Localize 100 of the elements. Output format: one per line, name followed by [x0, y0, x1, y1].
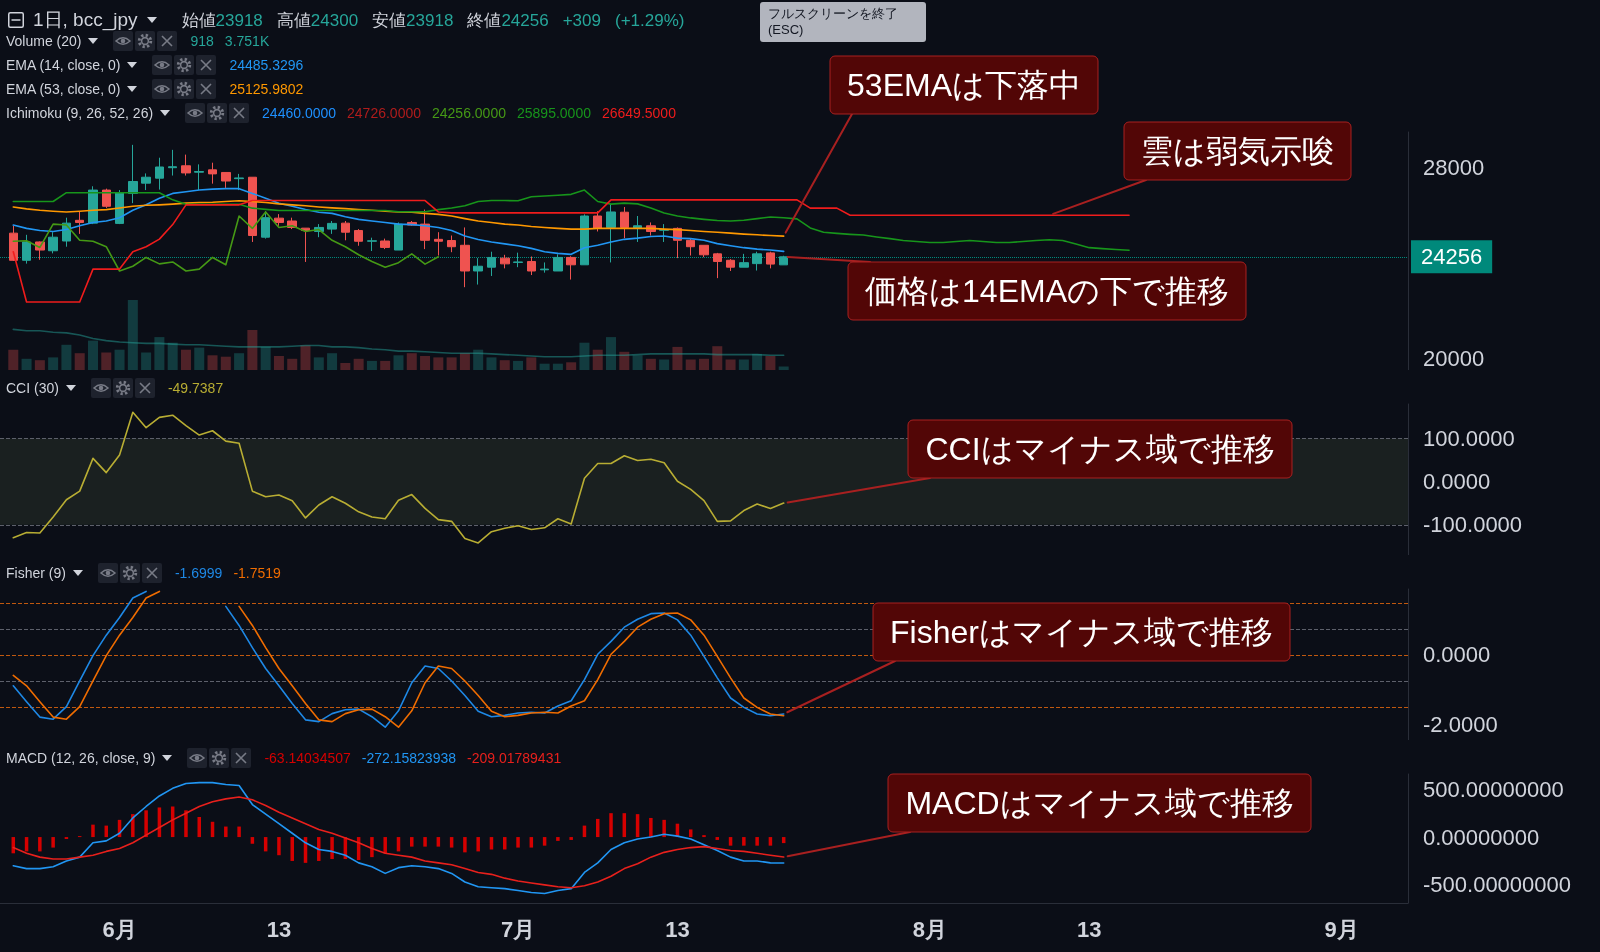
bar: [144, 810, 148, 838]
bar: [260, 346, 271, 370]
bar: [167, 342, 178, 370]
bar: [446, 357, 457, 370]
line-series: [12, 796, 785, 889]
bar: [247, 330, 258, 370]
annotation: 雲は弱気示唆: [1141, 133, 1334, 169]
text: -209.01789431: [467, 750, 562, 766]
text: -63.14034507: [264, 750, 351, 766]
bar: [516, 837, 520, 848]
candlestick: [686, 238, 695, 257]
bar: [220, 356, 231, 370]
bar: [74, 353, 85, 370]
bar: [645, 358, 656, 370]
text: Fisher (9): [6, 565, 66, 581]
y-tick-label: -100.0000: [1423, 512, 1523, 538]
bar: [87, 340, 98, 370]
candlestick: [713, 252, 722, 279]
x-tick-label: 8月: [912, 916, 947, 942]
bar: [742, 837, 746, 846]
candlestick: [434, 231, 443, 257]
bar: [48, 357, 59, 370]
bar: [410, 837, 414, 847]
line-series: [12, 781, 785, 895]
y-tick-label: 20000: [1423, 345, 1485, 371]
bar: [423, 837, 427, 847]
bar: [250, 837, 255, 844]
candlestick: [155, 157, 164, 191]
bar: [101, 352, 112, 370]
line-series: [12, 187, 785, 256]
bar: [765, 356, 776, 370]
text: フルスクリーンを終了 (ESC): [760, 2, 926, 42]
bar: [728, 837, 733, 846]
bar: [436, 837, 441, 847]
bar: [473, 349, 484, 370]
bar: [556, 837, 560, 841]
bar: [277, 837, 281, 856]
annotation: MACDはマイナス域で推移: [905, 785, 1294, 821]
bar: [659, 359, 670, 370]
y-tick-label: 0.00000000: [1423, 824, 1540, 850]
bar: [141, 352, 152, 370]
bar: [393, 355, 404, 370]
line-series: [12, 211, 440, 272]
candlestick: [527, 255, 536, 276]
bar: [725, 359, 736, 370]
bar: [738, 359, 749, 370]
text: 24485.3296: [229, 57, 304, 73]
text: Volume (20): [6, 33, 82, 49]
candlestick: [593, 210, 602, 232]
text: -1.7519: [233, 565, 281, 581]
text: EMA (14, close, 0): [6, 57, 121, 73]
annotation: 53EMAは下落中: [847, 67, 1081, 103]
bar: [592, 349, 603, 370]
text: 24460.0000: [262, 105, 337, 121]
candlestick: [620, 206, 629, 239]
candlestick: [367, 237, 377, 252]
candlestick: [168, 149, 177, 177]
line-series: [12, 199, 785, 237]
bar: [21, 358, 32, 370]
candlestick: [354, 228, 363, 247]
bar: [513, 360, 524, 370]
candlestick: [606, 203, 616, 263]
candlestick: [566, 255, 576, 281]
candlestick: [48, 231, 58, 254]
y-tick-label: 28000: [1423, 155, 1485, 181]
candlestick: [580, 213, 589, 266]
candlestick: [261, 210, 270, 240]
candlestick: [181, 154, 191, 177]
bar: [380, 360, 391, 370]
bar: [224, 826, 228, 838]
bar: [327, 353, 338, 370]
text: -1.6999: [174, 565, 223, 581]
bar: [699, 358, 709, 370]
candlestick: [420, 209, 430, 250]
bar: [300, 345, 311, 370]
bar: [234, 353, 245, 370]
candlestick: [739, 253, 749, 268]
bar: [317, 837, 321, 861]
bar: [768, 837, 773, 846]
bar: [433, 357, 444, 370]
bar: [273, 356, 284, 370]
bar: [313, 357, 324, 370]
candlestick: [699, 244, 709, 258]
candlestick: [128, 144, 138, 204]
bar: [552, 363, 563, 370]
line-series: [12, 189, 1130, 252]
bar: [499, 360, 510, 370]
text: 25125.9802: [229, 81, 304, 97]
bar: [406, 353, 417, 370]
bar: [383, 837, 387, 854]
bar: [463, 837, 467, 853]
candlestick: [447, 235, 456, 253]
bar: [366, 360, 377, 370]
y-tick-label: -2.0000: [1423, 711, 1498, 737]
y-tick-label: -500.00000000: [1423, 872, 1572, 898]
candlestick: [394, 221, 403, 251]
candlestick: [208, 162, 217, 185]
text: Ichimoku (9, 26, 52, 26): [6, 105, 154, 121]
bar: [287, 358, 298, 370]
candlestick: [194, 163, 204, 191]
